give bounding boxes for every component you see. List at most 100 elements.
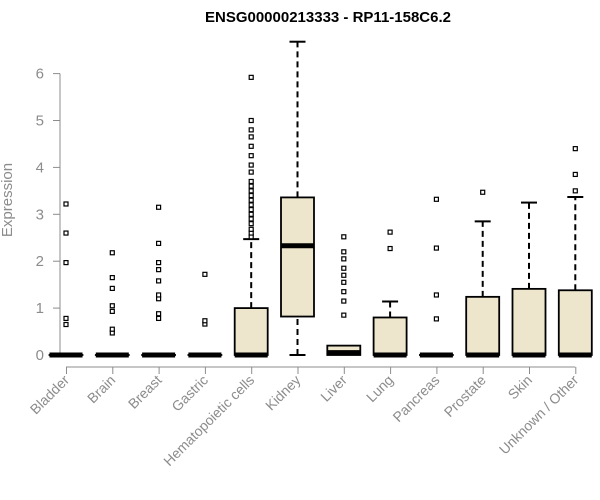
outlier-point (248, 162, 254, 168)
box-gastric (187, 271, 223, 358)
x-tick-label: Pancreas (389, 372, 442, 425)
x-tick-label: Skin (505, 372, 536, 403)
outlier-point (109, 285, 115, 292)
outlier-point (156, 260, 162, 266)
outlier-point (63, 260, 69, 266)
box-body (233, 307, 269, 356)
outlier-point (572, 188, 578, 194)
outlier-point (248, 221, 254, 227)
x-tick-label: Lung (363, 372, 396, 405)
outlier-point (248, 211, 254, 217)
outlier-point (248, 192, 254, 199)
outlier-point (341, 256, 347, 262)
outlier-point (572, 146, 578, 152)
x-tick-label: Liver (317, 372, 350, 405)
box-body (372, 316, 408, 356)
box-body (280, 196, 315, 318)
box-lung (372, 229, 408, 358)
outlier-point (248, 143, 254, 149)
outlier-point (109, 308, 115, 314)
outlier-point (248, 74, 254, 80)
outlier-point (156, 240, 162, 246)
box-kidney (280, 40, 315, 356)
y-tick-label: 4 (36, 159, 44, 176)
outlier-point (109, 250, 115, 256)
box-bladder (48, 201, 84, 358)
box-body (511, 287, 547, 356)
outlier-point (248, 216, 254, 222)
outlier-point (248, 169, 254, 175)
chart-title: ENSG00000213333 - RP11-158C6.2 (205, 9, 451, 26)
y-axis: 0 1 2 3 4 5 6 (36, 66, 61, 364)
outlier-point (63, 201, 69, 207)
outlier-point (156, 278, 162, 284)
outlier-point (202, 318, 208, 324)
outlier-point (202, 271, 208, 277)
box-series (48, 40, 593, 358)
outlier-point (156, 315, 162, 322)
outlier-point (156, 292, 162, 298)
outlier-point (63, 315, 69, 322)
outlier-point (341, 289, 347, 295)
x-tick-label: Gastric (168, 372, 211, 415)
y-tick-label: 2 (36, 253, 44, 270)
outlier-point (248, 188, 254, 194)
x-tick-label: Hematopoietic cells (160, 372, 257, 469)
box-liver (326, 234, 362, 356)
box-unknown-other (557, 146, 593, 358)
y-axis-label: Expression (0, 163, 16, 237)
outlier-point (248, 183, 254, 189)
outlier-point (248, 117, 254, 124)
box-body (557, 289, 593, 356)
x-tick-label: Brain (84, 372, 118, 406)
y-tick-label: 5 (36, 113, 44, 130)
x-tick-label: Kidney (262, 372, 304, 414)
outlier-point (248, 202, 254, 208)
outlier-point (341, 265, 347, 271)
box-breast (141, 204, 177, 358)
outlier-point (572, 171, 578, 178)
outlier-point (248, 127, 254, 133)
outlier-point (248, 178, 254, 185)
outlier-point (248, 226, 254, 232)
box-body (465, 295, 501, 356)
x-tick-label: Breast (125, 372, 165, 412)
outlier-point (248, 153, 254, 159)
outlier-point (341, 312, 347, 318)
outlier-point (433, 316, 439, 322)
outlier-point (63, 230, 69, 236)
outlier-point (341, 234, 347, 240)
outlier-point (156, 311, 162, 317)
box-pancreas (418, 196, 454, 358)
outlier-point (387, 245, 393, 252)
y-tick-label: 3 (36, 206, 44, 223)
box-skin (511, 201, 547, 358)
outlier-point (341, 298, 347, 304)
outlier-point (63, 321, 69, 328)
outlier-point (433, 292, 439, 298)
outlier-point (248, 197, 254, 203)
outlier-point (109, 326, 115, 332)
box-prostate (465, 189, 501, 358)
outlier-point (248, 207, 254, 213)
outlier-point (156, 267, 162, 273)
outlier-point (341, 249, 347, 255)
outlier-point (341, 279, 347, 285)
outlier-point (387, 229, 393, 235)
box-hematopoietic-cells (233, 74, 269, 358)
outlier-point (433, 245, 439, 251)
outlier-point (109, 303, 115, 309)
outlier-point (248, 134, 254, 140)
x-tick-label: Bladder (27, 372, 73, 418)
box-brain (94, 250, 130, 358)
outlier-point (433, 196, 439, 202)
y-tick-label: 0 (36, 347, 44, 364)
outlier-point (341, 272, 347, 278)
y-tick-label: 1 (36, 300, 44, 317)
y-tick-label: 6 (36, 66, 44, 83)
x-tick-label: Prostate (441, 372, 489, 420)
outlier-point (480, 189, 486, 195)
outlier-point (109, 275, 115, 281)
